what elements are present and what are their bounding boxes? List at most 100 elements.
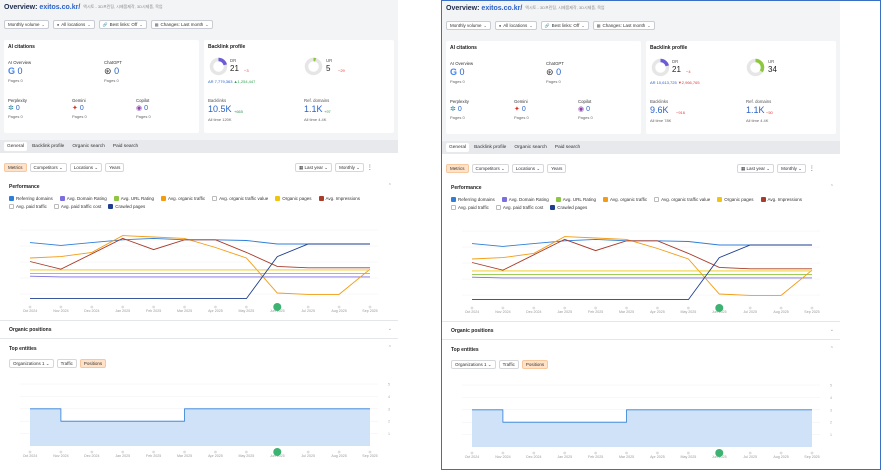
legend-item[interactable]: Avg. paid traffic xyxy=(451,205,489,210)
period-dropdown[interactable]: ▦ Last year ⌄ xyxy=(295,163,333,172)
locations-dropdown[interactable]: ● All locations ⌄ xyxy=(494,21,537,30)
gemini-value[interactable]: ✦ 0 xyxy=(72,105,84,112)
granularity-dropdown[interactable]: Monthly ⌄ xyxy=(335,163,364,172)
expand-organic-positions-icon[interactable]: ⌄ xyxy=(829,327,834,333)
backlinks-value[interactable]: 9.6K xyxy=(650,105,669,115)
collapse-top-entities-icon[interactable]: ⌃ xyxy=(387,345,392,351)
competitors-dropdown[interactable]: Competitors ⌄ xyxy=(471,164,509,173)
tab-organic-search[interactable]: Organic search xyxy=(514,145,547,150)
checkbox-icon[interactable] xyxy=(212,196,218,201)
legend-item[interactable]: Avg. organic traffic xyxy=(161,196,205,201)
checkbox-checked-icon[interactable] xyxy=(603,197,608,202)
dr-value[interactable]: 21 xyxy=(230,64,239,73)
traffic-toggle[interactable]: Traffic xyxy=(56,359,77,368)
tab-general[interactable]: General xyxy=(446,143,470,152)
legend-item[interactable]: Avg. paid traffic cost xyxy=(495,205,543,210)
legend-item[interactable]: Avg. Impressions xyxy=(760,197,802,202)
organizations-dropdown[interactable]: Organizations 1 ⌄ xyxy=(451,360,496,369)
checkbox-checked-icon[interactable] xyxy=(59,196,65,201)
checkbox-checked-icon[interactable] xyxy=(113,196,119,201)
volume-dropdown[interactable]: Monthly volume ⌄ xyxy=(446,21,491,30)
expand-organic-positions-icon[interactable]: ⌄ xyxy=(387,326,392,332)
checkbox-checked-icon[interactable] xyxy=(717,197,723,202)
traffic-toggle[interactable]: Traffic xyxy=(498,360,519,369)
positions-toggle[interactable]: Positions xyxy=(521,360,549,369)
checkbox-checked-icon[interactable] xyxy=(9,196,14,201)
legend-item[interactable]: Referring domains xyxy=(9,196,53,201)
legend-item[interactable]: Avg. Impressions xyxy=(318,196,360,201)
backlinks-value[interactable]: 10.5K xyxy=(208,104,232,114)
chatgpt-value[interactable]: ⊛ 0 xyxy=(104,66,120,76)
domain-link[interactable]: exitos.co.kr/ xyxy=(481,4,523,12)
checkbox-checked-icon[interactable] xyxy=(555,197,561,202)
locations-filter-dropdown[interactable]: Locations ⌄ xyxy=(511,164,545,173)
locations-dropdown[interactable]: ● All locations ⌄ xyxy=(52,20,95,29)
checkbox-icon[interactable] xyxy=(9,204,14,209)
years-toggle[interactable]: Years xyxy=(547,164,567,173)
ai-overview-value[interactable]: G 0 xyxy=(8,66,23,76)
locations-filter-dropdown[interactable]: Locations ⌄ xyxy=(69,163,103,172)
best-links-dropdown[interactable]: 🔗 Best links: Off ⌄ xyxy=(540,21,589,30)
checkbox-checked-icon[interactable] xyxy=(108,204,114,209)
checkbox-checked-icon[interactable] xyxy=(451,197,456,202)
gemini-value[interactable]: ✦ 0 xyxy=(514,106,526,113)
granularity-dropdown[interactable]: Monthly ⌄ xyxy=(777,164,806,173)
legend-item[interactable]: Organic pages xyxy=(275,196,312,201)
perplexity-value[interactable]: ✲ 0 xyxy=(450,106,462,113)
metrics-toggle[interactable]: Metrics xyxy=(446,164,469,173)
legend-item[interactable]: Avg. URL Rating xyxy=(555,197,596,202)
more-options-icon[interactable]: ⋮ xyxy=(808,166,815,172)
changes-dropdown[interactable]: ▦ Changes: Last month ⌄ xyxy=(150,20,213,29)
checkbox-checked-icon[interactable] xyxy=(161,196,166,201)
checkbox-checked-icon[interactable] xyxy=(501,197,507,202)
legend-item[interactable]: Avg. Domain Rating xyxy=(59,196,107,201)
chatgpt-value[interactable]: ⊛ 0 xyxy=(546,67,562,77)
period-dropdown[interactable]: ▦ Last year ⌄ xyxy=(737,164,775,173)
checkbox-icon[interactable] xyxy=(654,197,660,202)
tab-backlink-profile[interactable]: Backlink profile xyxy=(32,144,65,149)
tab-general[interactable]: General xyxy=(4,142,28,151)
copilot-value[interactable]: ◉ 0 xyxy=(136,105,148,112)
legend-item[interactable]: Avg. organic traffic value xyxy=(654,197,710,202)
organizations-dropdown[interactable]: Organizations 1 ⌄ xyxy=(9,359,54,368)
legend-item[interactable]: Avg. paid traffic cost xyxy=(53,204,101,209)
legend-item[interactable]: Avg. URL Rating xyxy=(113,196,154,201)
legend-item[interactable]: Organic pages xyxy=(717,197,754,202)
collapse-performance-icon[interactable]: ⌃ xyxy=(829,184,834,190)
more-options-icon[interactable]: ⋮ xyxy=(366,165,373,171)
ai-overview-value[interactable]: G 0 xyxy=(450,67,465,77)
legend-item[interactable]: Avg. Domain Rating xyxy=(501,197,549,202)
tab-backlink-profile[interactable]: Backlink profile xyxy=(474,145,507,150)
checkbox-checked-icon[interactable] xyxy=(760,197,766,202)
legend-item[interactable]: Referring domains xyxy=(451,197,495,202)
checkbox-icon[interactable] xyxy=(53,204,59,209)
years-toggle[interactable]: Years xyxy=(105,163,125,172)
ur-value[interactable]: 5 xyxy=(326,64,331,73)
tab-organic-search[interactable]: Organic search xyxy=(72,144,105,149)
checkbox-checked-icon[interactable] xyxy=(550,205,556,210)
ur-value[interactable]: 34 xyxy=(768,65,777,74)
tab-paid-search[interactable]: Paid search xyxy=(554,145,581,150)
legend-item[interactable]: Crawled pages xyxy=(550,205,587,210)
checkbox-checked-icon[interactable] xyxy=(318,196,324,201)
legend-item[interactable]: Crawled pages xyxy=(108,204,145,209)
competitors-dropdown[interactable]: Competitors ⌄ xyxy=(29,163,67,172)
changes-dropdown[interactable]: ▦ Changes: Last month ⌄ xyxy=(592,21,655,30)
collapse-performance-icon[interactable]: ⌃ xyxy=(387,183,392,189)
legend-item[interactable]: Avg. organic traffic value xyxy=(212,196,268,201)
volume-dropdown[interactable]: Monthly volume ⌄ xyxy=(4,20,49,29)
collapse-top-entities-icon[interactable]: ⌃ xyxy=(829,346,834,352)
copilot-value[interactable]: ◉ 0 xyxy=(578,106,590,113)
best-links-dropdown[interactable]: 🔗 Best links: Off ⌄ xyxy=(98,20,147,29)
checkbox-icon[interactable] xyxy=(495,205,501,210)
legend-item[interactable]: Avg. organic traffic xyxy=(603,197,647,202)
checkbox-icon[interactable] xyxy=(451,205,456,210)
ref-domains-value[interactable]: 1.1K xyxy=(304,104,323,114)
ref-domains-value[interactable]: 1.1K xyxy=(746,105,765,115)
domain-link[interactable]: exitos.co.kr/ xyxy=(39,3,81,11)
tab-paid-search[interactable]: Paid search xyxy=(112,144,139,149)
perplexity-value[interactable]: ✲ 0 xyxy=(8,105,20,112)
checkbox-checked-icon[interactable] xyxy=(275,196,281,201)
metrics-toggle[interactable]: Metrics xyxy=(4,163,27,172)
positions-toggle[interactable]: Positions xyxy=(79,359,107,368)
